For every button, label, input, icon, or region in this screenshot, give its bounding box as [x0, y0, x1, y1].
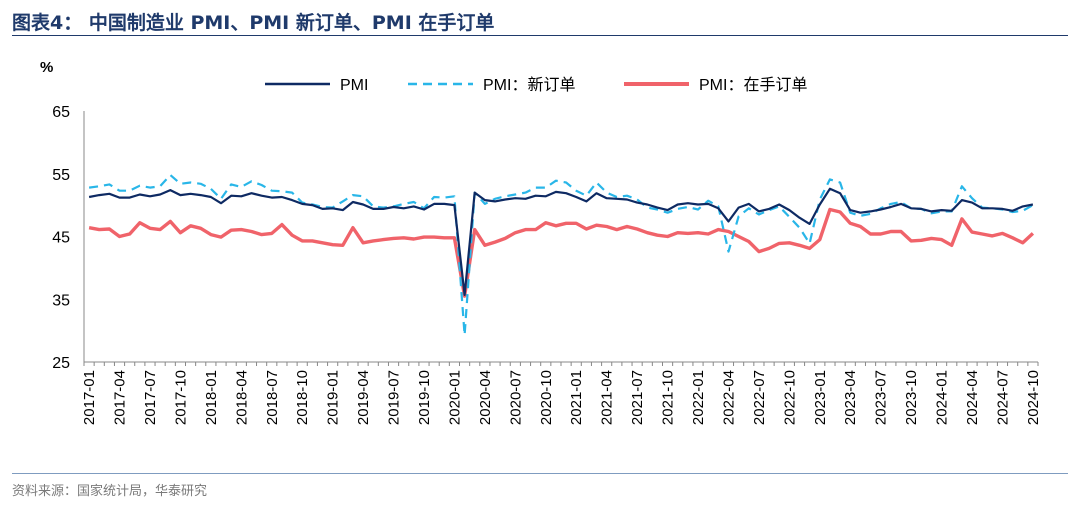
x-tick-label: 2020-04: [477, 370, 494, 425]
x-tick-label: 2024-04: [964, 370, 981, 425]
series-group: [88, 173, 1035, 337]
footer-rule: [12, 473, 1068, 474]
x-tick-label: 2024-07: [994, 370, 1011, 425]
x-tick-label: 2018-10: [294, 370, 311, 425]
x-tick-label: 2019-01: [325, 370, 342, 425]
x-tick-label: 2019-04: [355, 370, 372, 425]
x-tick-label: 2018-04: [233, 370, 250, 425]
x-tick-label: 2022-10: [781, 370, 798, 425]
y-tick-label: 45: [52, 230, 70, 247]
x-tick-label: 2023-04: [842, 370, 859, 425]
legend: PMI PMI：新订单 PMI：在手订单: [265, 76, 807, 94]
y-axis-ticks: 25 35 45 55 65: [52, 104, 1038, 372]
x-tick-label: 2022-04: [720, 370, 737, 425]
x-tick-label: 2021-04: [599, 370, 616, 425]
series-pmi-line: [88, 187, 1034, 296]
x-tick-label: 2022-01: [690, 370, 707, 425]
y-tick-label: 65: [52, 104, 70, 121]
x-tick-label: 2023-10: [903, 370, 920, 425]
legend-label: PMI: [340, 77, 368, 94]
x-tick-label: 2017-01: [81, 370, 98, 425]
x-tick-label: 2024-10: [1025, 370, 1042, 425]
x-tick-label: 2021-10: [660, 370, 677, 425]
y-tick-label: 55: [52, 167, 70, 184]
x-tick-label: 2020-07: [507, 370, 524, 425]
source-note: 资料来源：国家统计局，华泰研究: [12, 484, 208, 499]
y-axis-unit: %: [40, 59, 53, 76]
x-tick-label: 2023-07: [873, 370, 890, 425]
x-tick-label: 2017-04: [112, 370, 129, 425]
legend-label: PMI：新订单: [483, 76, 575, 94]
title-rule: [12, 35, 1068, 36]
x-tick-label: 2019-07: [386, 370, 403, 425]
x-tick-label: 2017-10: [172, 370, 189, 425]
figure-title: 图表4： 中国制造业 PMI、PMI 新订单、PMI 在手订单: [12, 12, 495, 34]
x-tick-label: 2021-01: [568, 370, 585, 425]
x-tick-label: 2018-01: [203, 370, 220, 425]
x-axis-ticks: 2017-01 2017-04 2017-07 2017-10 2018-01 2018-…: [81, 362, 1042, 425]
x-tick-label: 2018-07: [264, 370, 281, 425]
x-tick-label: 2020-10: [538, 370, 555, 425]
series-new-orders-line: [88, 173, 1034, 337]
x-tick-label: 2022-07: [751, 370, 768, 425]
x-tick-label: 2017-07: [142, 370, 159, 425]
y-tick-label: 25: [52, 355, 70, 372]
x-tick-label: 2023-01: [812, 370, 829, 425]
x-tick-label: 2020-01: [446, 370, 463, 425]
y-tick-label: 35: [52, 292, 70, 309]
legend-label: PMI：在手订单: [699, 76, 807, 94]
x-tick-label: 2021-07: [629, 370, 646, 425]
x-tick-label: 2024-01: [934, 370, 951, 425]
series-backlog-line: [88, 207, 1035, 298]
x-tick-label: 2019-10: [416, 370, 433, 425]
